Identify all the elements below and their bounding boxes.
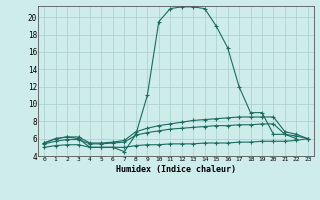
X-axis label: Humidex (Indice chaleur): Humidex (Indice chaleur) (116, 165, 236, 174)
